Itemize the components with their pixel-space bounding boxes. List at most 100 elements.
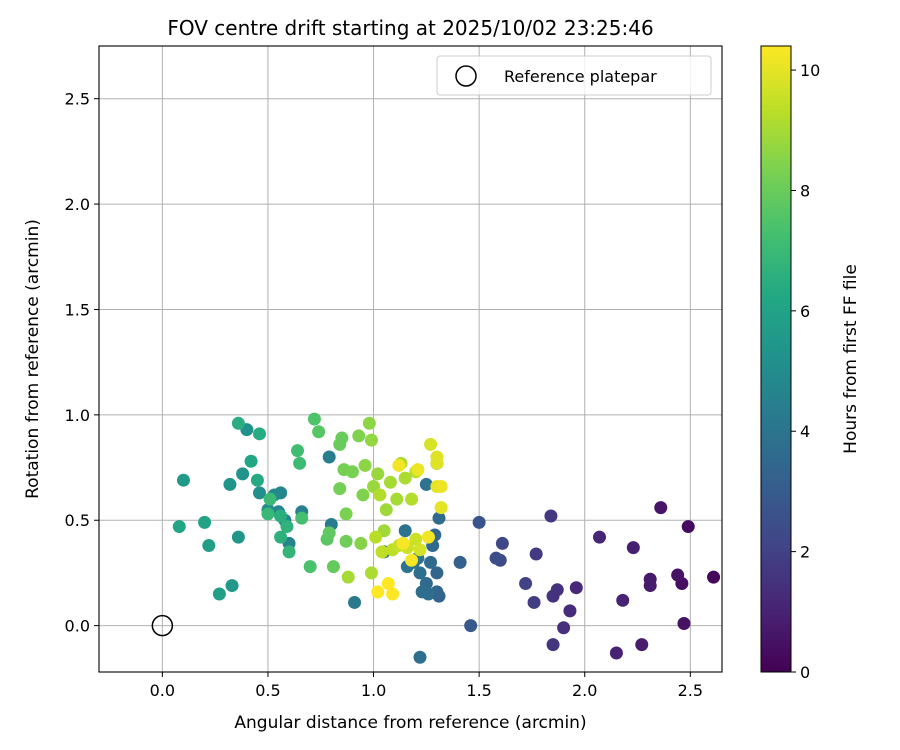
data-point bbox=[326, 560, 340, 574]
data-point bbox=[339, 507, 353, 521]
legend: Reference platepar bbox=[436, 55, 712, 96]
data-point bbox=[198, 515, 212, 529]
data-point bbox=[383, 475, 397, 489]
x-tick-label: 0.5 bbox=[255, 681, 280, 700]
data-point bbox=[231, 416, 245, 430]
data-point bbox=[312, 425, 326, 439]
data-point bbox=[681, 520, 695, 534]
data-point bbox=[364, 566, 378, 580]
legend-label: Reference platepar bbox=[504, 67, 657, 86]
colorbar-tick-label: 8 bbox=[800, 181, 810, 200]
x-tick-label: 1.0 bbox=[361, 681, 386, 700]
data-point bbox=[282, 545, 296, 559]
data-point bbox=[362, 416, 376, 430]
data-point bbox=[396, 536, 410, 550]
data-point bbox=[415, 585, 429, 599]
data-point bbox=[529, 547, 543, 561]
data-point bbox=[654, 501, 668, 515]
data-point bbox=[409, 532, 423, 546]
data-point bbox=[424, 437, 438, 451]
colorbar-ticks: 0 2 4 6 8 10 bbox=[791, 61, 820, 682]
colorbar: 0 2 4 6 8 10 Hours from first FF file bbox=[760, 45, 861, 682]
data-point bbox=[609, 646, 623, 660]
legend-box bbox=[436, 55, 712, 96]
data-point bbox=[616, 593, 630, 607]
x-tick-label: 1.5 bbox=[466, 681, 491, 700]
data-point bbox=[434, 501, 448, 515]
data-point bbox=[495, 536, 509, 550]
data-point bbox=[335, 431, 349, 445]
data-point bbox=[432, 511, 446, 525]
legend-marker bbox=[455, 65, 477, 87]
data-point bbox=[707, 570, 721, 584]
data-point bbox=[356, 488, 370, 502]
y-tick-label: 1.0 bbox=[65, 406, 90, 425]
data-point bbox=[263, 492, 277, 506]
data-point bbox=[643, 579, 657, 593]
data-point bbox=[371, 467, 385, 481]
data-point bbox=[339, 534, 353, 548]
data-point bbox=[291, 444, 305, 458]
y-axis-label: Rotation from reference (arcmin) bbox=[23, 219, 43, 499]
data-point bbox=[223, 477, 237, 491]
data-point bbox=[364, 433, 378, 447]
data-point bbox=[421, 530, 435, 544]
data-point bbox=[398, 524, 412, 538]
data-point bbox=[411, 463, 425, 477]
x-axis-ticks: 0.0 0.5 1.0 1.5 2.0 2.5 bbox=[150, 672, 703, 700]
data-point bbox=[202, 539, 216, 553]
colorbar-label: Hours from first FF file bbox=[841, 264, 861, 454]
reference-point-marker bbox=[151, 614, 174, 637]
data-points bbox=[172, 412, 721, 664]
data-point bbox=[303, 560, 317, 574]
data-point bbox=[430, 456, 444, 470]
data-point bbox=[405, 553, 419, 567]
x-tick-label: 2.5 bbox=[678, 681, 703, 700]
data-point bbox=[413, 650, 427, 664]
data-point bbox=[635, 638, 649, 652]
grid bbox=[99, 46, 722, 672]
colorbar-gradient bbox=[760, 45, 792, 673]
plot-frame bbox=[98, 45, 723, 673]
data-point bbox=[381, 576, 395, 590]
data-point bbox=[424, 555, 438, 569]
data-point bbox=[519, 576, 533, 590]
data-point bbox=[322, 526, 336, 540]
data-point bbox=[231, 530, 245, 544]
data-point bbox=[413, 566, 427, 580]
colorbar-tick-label: 10 bbox=[800, 61, 820, 80]
data-point bbox=[358, 458, 372, 472]
data-point bbox=[434, 480, 448, 494]
data-point bbox=[341, 570, 355, 584]
y-axis-ticks: 0.0 0.5 1.0 1.5 2.0 2.5 bbox=[65, 90, 99, 636]
data-point bbox=[557, 621, 571, 635]
data-point bbox=[352, 429, 366, 443]
data-point bbox=[261, 507, 275, 521]
colorbar-tick-label: 4 bbox=[800, 422, 810, 441]
data-point bbox=[398, 471, 412, 485]
data-point bbox=[333, 482, 347, 496]
data-point bbox=[626, 541, 640, 555]
data-point bbox=[274, 509, 288, 523]
data-point bbox=[345, 465, 359, 479]
data-point bbox=[212, 587, 226, 601]
x-tick-label: 0.0 bbox=[150, 681, 175, 700]
y-tick-label: 2.0 bbox=[65, 195, 90, 214]
x-axis-label: Angular distance from reference (arcmin) bbox=[234, 713, 586, 733]
data-point bbox=[244, 454, 258, 468]
data-point bbox=[348, 595, 362, 609]
data-point bbox=[172, 520, 186, 534]
data-point bbox=[375, 545, 389, 559]
colorbar-tick-label: 6 bbox=[800, 302, 810, 321]
data-point bbox=[322, 450, 336, 464]
data-point bbox=[386, 587, 400, 601]
data-point bbox=[671, 568, 685, 582]
data-point bbox=[369, 530, 383, 544]
y-tick-label: 0.5 bbox=[65, 511, 90, 530]
data-point bbox=[563, 604, 577, 618]
data-point bbox=[544, 509, 558, 523]
data-point bbox=[546, 638, 560, 652]
data-point bbox=[373, 488, 387, 502]
data-point bbox=[379, 503, 393, 517]
